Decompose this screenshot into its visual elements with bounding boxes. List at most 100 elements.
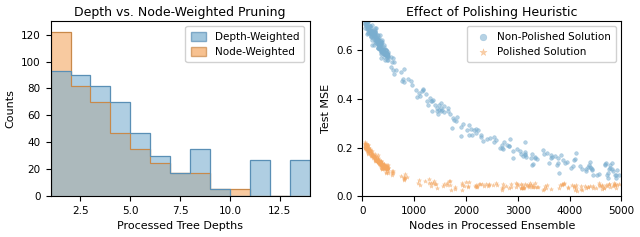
- Non-Polished Solution: [482, 137, 492, 141]
- Non-Polished Solution: [379, 55, 389, 59]
- Non-Polished Solution: [387, 65, 397, 69]
- Non-Polished Solution: [376, 41, 386, 45]
- Polished Solution: [541, 183, 552, 187]
- Polished Solution: [362, 149, 372, 153]
- Polished Solution: [381, 172, 391, 175]
- Non-Polished Solution: [607, 161, 618, 164]
- Polished Solution: [383, 166, 394, 170]
- Polished Solution: [481, 182, 492, 186]
- Non-Polished Solution: [495, 146, 505, 150]
- Polished Solution: [457, 183, 467, 187]
- Non-Polished Solution: [603, 176, 613, 180]
- Non-Polished Solution: [369, 34, 379, 38]
- Non-Polished Solution: [530, 156, 540, 160]
- Non-Polished Solution: [380, 52, 390, 56]
- Polished Solution: [599, 186, 609, 190]
- Non-Polished Solution: [367, 30, 377, 34]
- Polished Solution: [518, 186, 529, 189]
- Polished Solution: [516, 186, 526, 190]
- Non-Polished Solution: [607, 169, 618, 173]
- Non-Polished Solution: [366, 34, 376, 38]
- Polished Solution: [367, 149, 377, 153]
- Polished Solution: [388, 169, 398, 173]
- Polished Solution: [373, 158, 383, 162]
- Polished Solution: [372, 160, 383, 164]
- Non-Polished Solution: [367, 30, 377, 34]
- Polished Solution: [546, 187, 556, 191]
- Non-Polished Solution: [370, 38, 380, 42]
- Polished Solution: [377, 164, 387, 167]
- Polished Solution: [445, 183, 455, 187]
- Polished Solution: [377, 167, 387, 171]
- Non-Polished Solution: [380, 52, 390, 56]
- Polished Solution: [450, 187, 460, 191]
- Polished Solution: [373, 161, 383, 164]
- Polished Solution: [420, 179, 430, 182]
- Polished Solution: [577, 185, 587, 188]
- Polished Solution: [373, 157, 383, 160]
- Polished Solution: [363, 143, 373, 147]
- Y-axis label: Counts: Counts: [6, 89, 15, 128]
- Polished Solution: [529, 185, 540, 189]
- Polished Solution: [378, 163, 388, 167]
- Non-Polished Solution: [363, 25, 373, 29]
- Non-Polished Solution: [406, 79, 416, 83]
- Polished Solution: [376, 164, 387, 167]
- Polished Solution: [382, 165, 392, 169]
- Polished Solution: [432, 186, 442, 190]
- Polished Solution: [379, 165, 389, 169]
- Non-Polished Solution: [386, 55, 396, 59]
- Polished Solution: [372, 155, 383, 159]
- Polished Solution: [380, 165, 390, 169]
- Polished Solution: [372, 160, 383, 164]
- Polished Solution: [364, 148, 374, 152]
- Non-Polished Solution: [587, 168, 597, 172]
- Non-Polished Solution: [373, 46, 383, 50]
- Non-Polished Solution: [374, 43, 384, 47]
- Non-Polished Solution: [367, 30, 377, 34]
- Polished Solution: [471, 183, 481, 187]
- Polished Solution: [522, 183, 532, 187]
- Polished Solution: [517, 183, 527, 187]
- Polished Solution: [484, 182, 495, 186]
- Non-Polished Solution: [568, 164, 579, 168]
- Non-Polished Solution: [373, 37, 383, 41]
- Polished Solution: [360, 145, 371, 149]
- Polished Solution: [472, 184, 482, 188]
- Non-Polished Solution: [399, 67, 410, 71]
- Non-Polished Solution: [375, 46, 385, 50]
- Non-Polished Solution: [502, 143, 513, 146]
- Non-Polished Solution: [601, 162, 611, 165]
- Non-Polished Solution: [365, 31, 375, 35]
- Non-Polished Solution: [470, 127, 481, 131]
- Polished Solution: [591, 186, 602, 190]
- Polished Solution: [526, 183, 536, 187]
- Non-Polished Solution: [433, 103, 444, 107]
- Non-Polished Solution: [374, 41, 384, 45]
- Polished Solution: [463, 185, 474, 189]
- Non-Polished Solution: [546, 156, 556, 160]
- Polished Solution: [360, 144, 371, 147]
- Non-Polished Solution: [375, 48, 385, 52]
- Polished Solution: [599, 186, 609, 190]
- Non-Polished Solution: [372, 41, 383, 45]
- Non-Polished Solution: [604, 171, 614, 174]
- Non-Polished Solution: [397, 79, 407, 82]
- Polished Solution: [528, 183, 538, 187]
- Polished Solution: [365, 151, 375, 155]
- Polished Solution: [379, 163, 389, 166]
- Polished Solution: [378, 163, 388, 167]
- Polished Solution: [600, 183, 611, 187]
- Polished Solution: [363, 147, 373, 151]
- Polished Solution: [378, 163, 388, 166]
- Polished Solution: [376, 162, 386, 166]
- Non-Polished Solution: [428, 98, 438, 102]
- Polished Solution: [370, 155, 380, 159]
- Polished Solution: [426, 181, 436, 185]
- Non-Polished Solution: [550, 154, 561, 158]
- Non-Polished Solution: [365, 24, 375, 28]
- Polished Solution: [438, 184, 448, 188]
- Polished Solution: [497, 187, 507, 190]
- Non-Polished Solution: [378, 49, 388, 53]
- Non-Polished Solution: [581, 167, 591, 171]
